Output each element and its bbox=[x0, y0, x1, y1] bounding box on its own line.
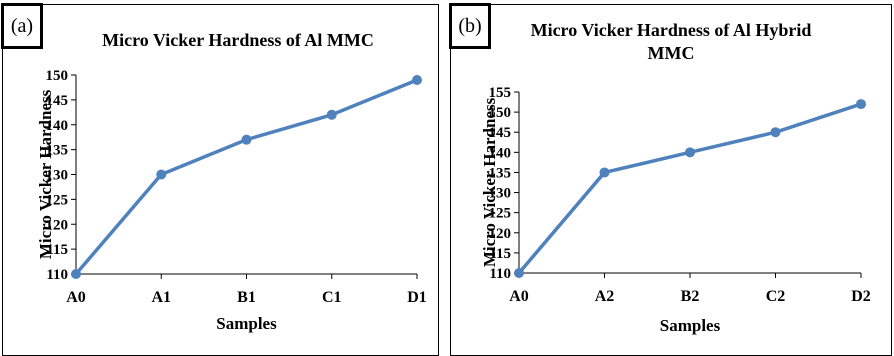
series-line bbox=[74, 78, 418, 276]
x-tick-label: C1 bbox=[322, 289, 342, 306]
y-tick-label: 135 bbox=[46, 143, 69, 159]
x-axis-title: Samples bbox=[216, 314, 277, 333]
y-tick-label: 145 bbox=[489, 125, 512, 141]
y-tick-label: 145 bbox=[46, 93, 69, 109]
data-point-c1 bbox=[326, 109, 337, 120]
y-tick-label: 110 bbox=[489, 266, 511, 282]
y-tick-label: 130 bbox=[489, 186, 512, 202]
y-axis-title: Micro Vicker Hardness bbox=[480, 97, 499, 267]
chart-panel-b: (b) Micro Vicker Hardness of Al Hybrid M… bbox=[449, 3, 892, 356]
data-point-b2 bbox=[685, 147, 695, 158]
x-tick-label: C2 bbox=[766, 288, 786, 305]
panel-label-a: (a) bbox=[1, 3, 43, 49]
y-tick-label: 125 bbox=[489, 206, 512, 222]
y-tick-label: 125 bbox=[46, 192, 69, 208]
x-tick-label: D1 bbox=[407, 289, 427, 306]
line-chart-a: 110 115 120 125 130 135 140 145 150 A0 A1 B1 C1 D1 Sam… bbox=[36, 68, 427, 333]
chart-title-b: Micro Vicker Hardness of Al Hybrid MMC bbox=[530, 20, 812, 63]
y-axis-title: Micro Vicker Hardness bbox=[36, 89, 55, 259]
x-tick-label: A0 bbox=[509, 288, 529, 305]
x-tick-label: D2 bbox=[851, 288, 871, 305]
series-line bbox=[517, 102, 862, 275]
y-tick-label: 155 bbox=[489, 85, 512, 101]
y-tick-label: 130 bbox=[46, 168, 69, 184]
data-point-d2 bbox=[856, 99, 866, 110]
data-point-c2 bbox=[770, 127, 781, 138]
data-point-d1 bbox=[412, 74, 422, 85]
chart-panel-a: (a) Micro Vicker Hardness of Al MMC 110 1… bbox=[1, 3, 439, 356]
y-tick-label: 140 bbox=[46, 118, 69, 134]
y-tick-label: 115 bbox=[489, 246, 511, 262]
data-point-a2 bbox=[599, 167, 610, 178]
x-tick-label: B2 bbox=[681, 288, 700, 305]
x-tick-label: A1 bbox=[151, 289, 171, 306]
y-tick-label: 120 bbox=[46, 217, 69, 233]
x-axis-title: Samples bbox=[660, 316, 721, 335]
panel-label-b: (b) bbox=[449, 3, 491, 49]
line-chart-b: 110 115 120 125 130 135 140 145 150 155 A0 A2 B2 C2 D2… bbox=[480, 85, 871, 335]
y-tick-label: 135 bbox=[489, 165, 512, 181]
data-point-b1 bbox=[241, 134, 252, 145]
y-tick-label: 110 bbox=[46, 267, 68, 283]
x-tick-label: B1 bbox=[237, 289, 256, 306]
y-tick-label: 120 bbox=[489, 226, 512, 242]
y-tick-label: 140 bbox=[489, 145, 512, 161]
x-tick-label: A2 bbox=[595, 288, 615, 305]
y-tick-label: 150 bbox=[489, 105, 512, 121]
data-point-a0 bbox=[71, 269, 81, 279]
data-point-a1 bbox=[156, 169, 167, 180]
x-tick-label: A0 bbox=[66, 289, 86, 306]
chart-title-a: Micro Vicker Hardness of Al MMC bbox=[102, 30, 374, 50]
data-point-a0 bbox=[514, 268, 524, 278]
y-tick-label: 115 bbox=[46, 242, 68, 258]
y-tick-label: 150 bbox=[46, 68, 69, 84]
